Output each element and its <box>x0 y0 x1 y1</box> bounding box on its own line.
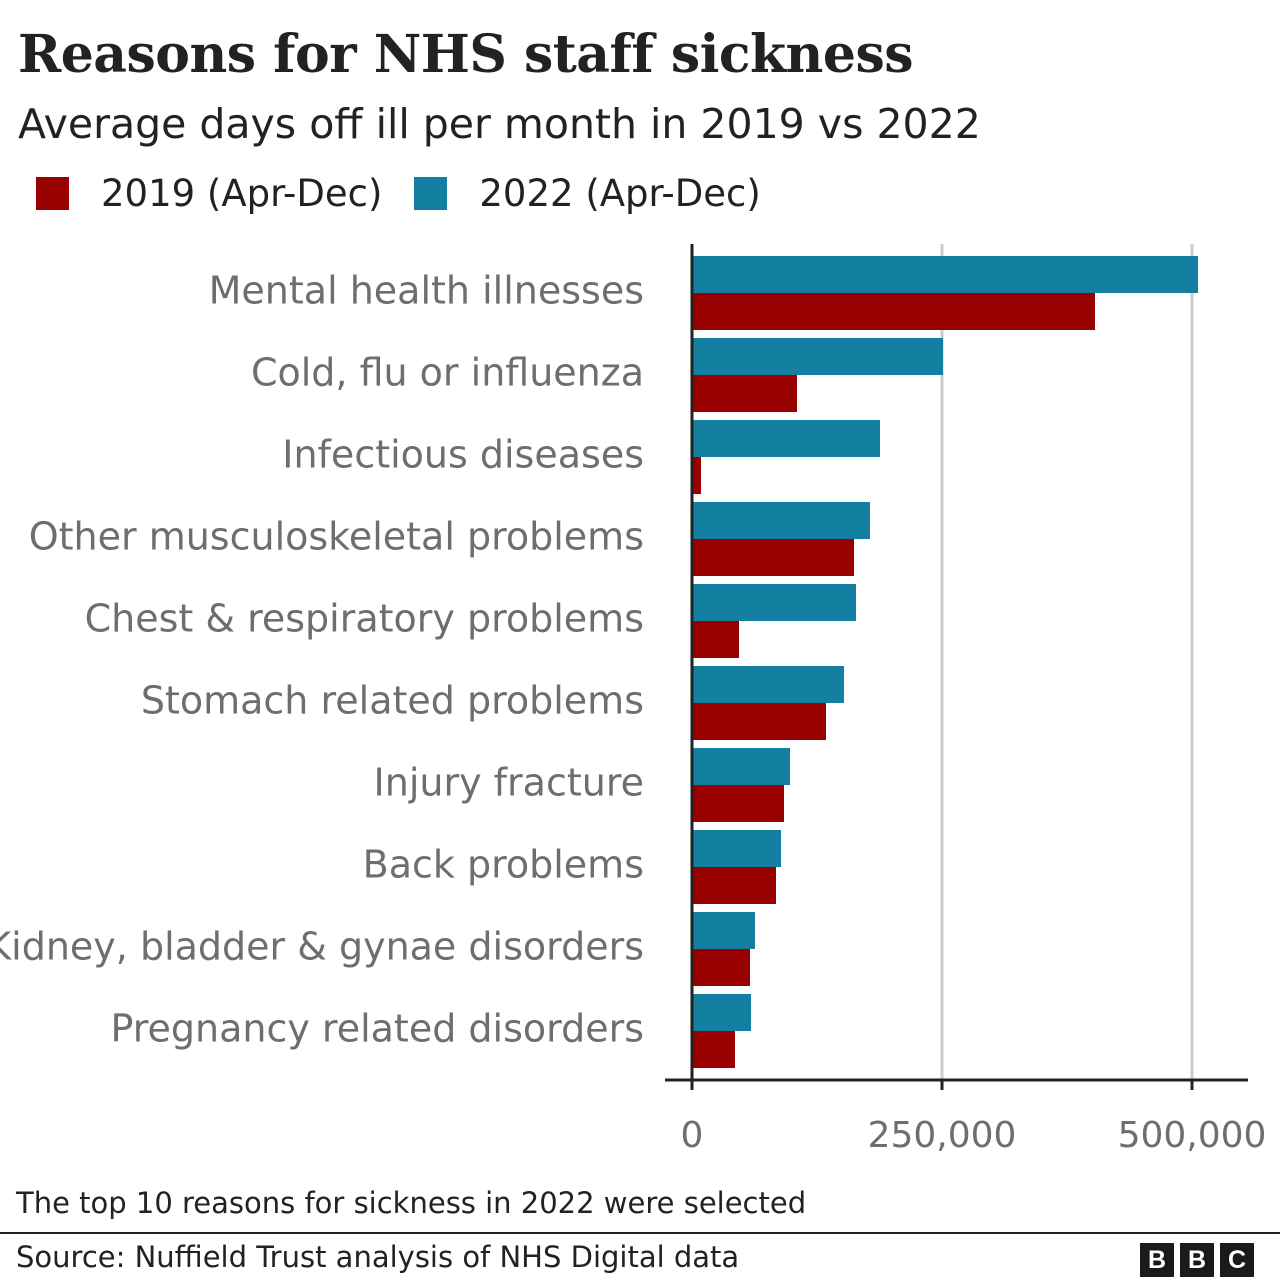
legend: 2019 (Apr-Dec) 2022 (Apr-Dec) <box>36 168 793 218</box>
bar <box>692 666 844 703</box>
category-label: Infectious diseases <box>282 433 644 477</box>
footnote: The top 10 reasons for sickness in 2022 … <box>16 1186 807 1220</box>
logo-letter: B <box>1180 1243 1214 1277</box>
x-tick-label: 250,000 <box>868 1115 1017 1156</box>
bar <box>692 994 751 1031</box>
bar <box>692 867 776 904</box>
category-label: Stomach related problems <box>141 679 644 723</box>
x-tick-label: 500,000 <box>1118 1115 1267 1156</box>
bar <box>692 748 790 785</box>
bar <box>692 703 826 740</box>
legend-swatch-2019 <box>36 176 69 210</box>
bar <box>692 912 755 949</box>
category-label: Back problems <box>363 843 644 887</box>
legend-swatch-2022 <box>414 176 448 210</box>
category-label: Cold, flu or influenza <box>251 351 644 395</box>
category-label: Pregnancy related disorders <box>110 1007 644 1051</box>
bar <box>692 785 784 822</box>
legend-item-2022: 2022 (Apr-Dec) <box>414 171 761 215</box>
bar <box>692 502 870 539</box>
bar <box>692 256 1198 293</box>
category-label: Injury fracture <box>374 761 644 805</box>
bar <box>692 293 1095 330</box>
bar <box>692 457 701 494</box>
bar <box>692 1031 735 1068</box>
legend-label-2019: 2019 (Apr-Dec) <box>101 171 383 215</box>
bar <box>692 338 943 375</box>
category-label: Other musculoskeletal problems <box>29 515 644 559</box>
chart-subtitle: Average days off ill per month in 2019 v… <box>18 100 981 148</box>
category-label: Kidney, bladder & gynae disorders <box>0 925 644 969</box>
logo-letter: C <box>1220 1243 1254 1277</box>
legend-label-2022: 2022 (Apr-Dec) <box>479 171 761 215</box>
source-note: Source: Nuffield Trust analysis of NHS D… <box>16 1240 740 1274</box>
bar <box>692 584 856 621</box>
x-tick-label: 0 <box>681 1115 704 1156</box>
category-label: Mental health illnesses <box>209 269 644 313</box>
bbc-logo: B B C <box>1134 1243 1254 1277</box>
bar <box>692 830 781 867</box>
footer-divider <box>0 1232 1280 1234</box>
bar <box>692 949 750 986</box>
chart-title: Reasons for NHS staff sickness <box>18 24 914 85</box>
legend-item-2019: 2019 (Apr-Dec) <box>36 172 382 215</box>
bar <box>692 375 797 412</box>
bar <box>692 420 880 457</box>
logo-letter: B <box>1140 1243 1174 1277</box>
bar-chart: Mental health illnesses Cold, flu or infl… <box>0 244 1267 1156</box>
bar <box>692 539 854 576</box>
category-label: Chest & respiratory problems <box>85 597 644 641</box>
bar <box>692 621 739 658</box>
